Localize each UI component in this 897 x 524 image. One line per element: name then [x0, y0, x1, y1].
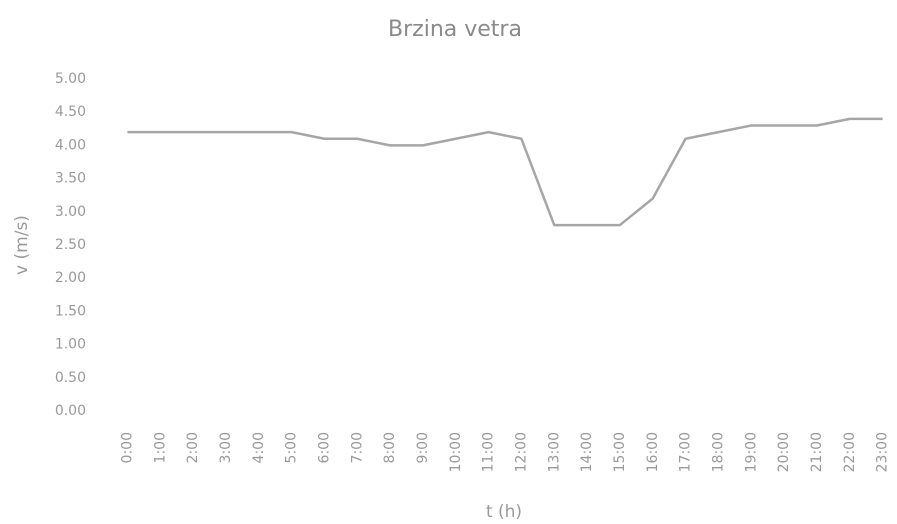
x-tick-label: 14:00 — [579, 432, 595, 472]
x-tick-label: 10:00 — [448, 432, 464, 472]
y-tick-label: 0.50 — [55, 370, 86, 386]
data-line — [127, 117, 883, 227]
x-tick-label: 22:00 — [842, 432, 858, 472]
chart-title: Brzina vetra — [388, 17, 522, 42]
y-axis-label: v (m/s) — [12, 215, 32, 275]
x-tick-label: 16:00 — [645, 432, 661, 472]
x-tick-label: 1:00 — [152, 432, 168, 463]
x-tick-label: 7:00 — [349, 432, 365, 463]
x-axis-label: t (h) — [486, 502, 522, 522]
x-tick-label: 2:00 — [185, 432, 201, 463]
x-tick-label: 6:00 — [316, 432, 332, 463]
y-tick-label: 3.00 — [55, 204, 86, 220]
y-tick-label: 4.00 — [55, 137, 86, 153]
y-tick-label: 4.50 — [55, 104, 86, 120]
x-tick-label: 18:00 — [710, 432, 726, 472]
x-tick-label: 8:00 — [382, 432, 398, 463]
y-tick-label: 2.00 — [55, 270, 86, 286]
x-tick-label: 17:00 — [678, 432, 694, 472]
x-tick-label: 20:00 — [776, 432, 792, 472]
y-tick-label: 3.50 — [55, 171, 86, 187]
x-tick-label: 9:00 — [415, 432, 431, 463]
x-tick-label: 4:00 — [251, 432, 267, 463]
x-tick-label: 13:00 — [546, 432, 562, 472]
x-tick-label: 3:00 — [218, 432, 234, 463]
x-tick-label: 5:00 — [284, 432, 300, 463]
x-tick-label: 11:00 — [481, 432, 497, 472]
y-tick-label: 0.00 — [55, 403, 86, 419]
y-tick-label: 5.00 — [55, 71, 86, 87]
y-tick-label: 1.50 — [55, 303, 86, 319]
x-tick-label: 15:00 — [612, 432, 628, 472]
x-tick-label: 21:00 — [809, 432, 825, 472]
y-tick-label: 2.50 — [55, 237, 86, 253]
x-tick-label: 12:00 — [513, 432, 529, 472]
x-tick-label: 0:00 — [119, 432, 135, 463]
x-tick-label: 23:00 — [875, 432, 891, 472]
y-tick-label: 1.00 — [55, 337, 86, 353]
x-tick-label: 19:00 — [743, 432, 759, 472]
